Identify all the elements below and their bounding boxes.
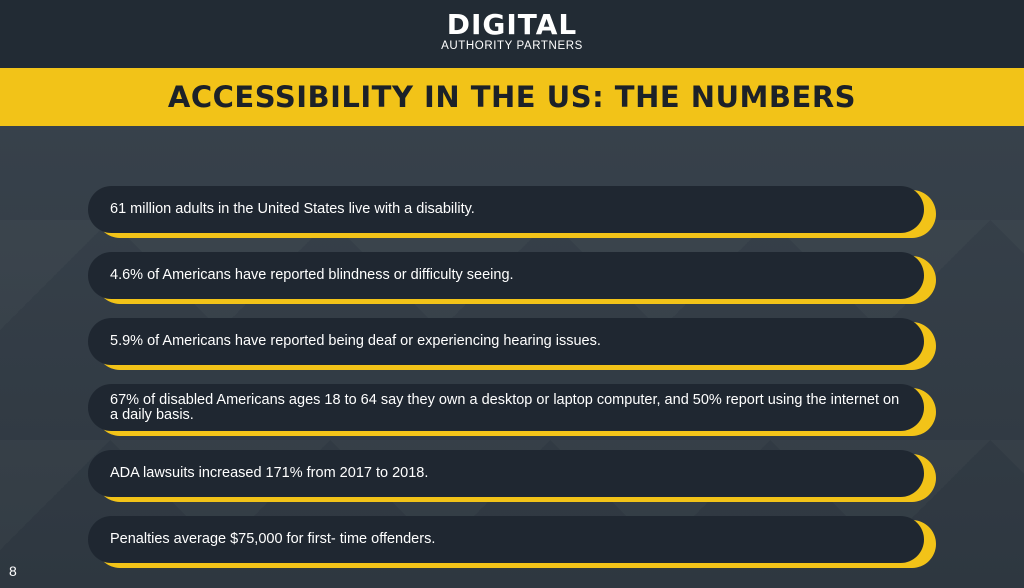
fact-text: 4.6% of Americans have reported blindnes… bbox=[110, 267, 514, 283]
fact-text: 67% of disabled Americans ages 18 to 64 … bbox=[110, 391, 900, 423]
logo-wordmark: DIGITAL bbox=[446, 8, 578, 41]
fact-card: 5.9% of Americans have reported being de… bbox=[88, 318, 936, 370]
fact-text: 5.9% of Americans have reported being de… bbox=[110, 333, 601, 349]
fact-text: Penalties average $75,000 for first- tim… bbox=[110, 531, 436, 547]
fact-card: ADA lawsuits increased 171% from 2017 to… bbox=[88, 450, 936, 502]
logo-tagline: AUTHORITY PARTNERS bbox=[441, 40, 583, 52]
fact-card: Penalties average $75,000 for first- tim… bbox=[88, 516, 936, 568]
fact-text: 61 million adults in the United States l… bbox=[110, 201, 475, 217]
fact-pill: 61 million adults in the United States l… bbox=[88, 186, 924, 233]
header-bar: DIGITAL AUTHORITY PARTNERS bbox=[0, 0, 1024, 68]
title-banner: ACCESSIBILITY IN THE US: THE NUMBERS bbox=[0, 68, 1024, 126]
fact-card: 67% of disabled Americans ages 18 to 64 … bbox=[88, 384, 936, 436]
fact-card: 4.6% of Americans have reported blindnes… bbox=[88, 252, 936, 304]
fact-pill: Penalties average $75,000 for first- tim… bbox=[88, 516, 924, 563]
page-number: 8 bbox=[9, 563, 17, 579]
brand-logo: DIGITAL AUTHORITY PARTNERS bbox=[432, 11, 592, 55]
fact-card: 61 million adults in the United States l… bbox=[88, 186, 936, 238]
fact-pill: 67% of disabled Americans ages 18 to 64 … bbox=[88, 384, 924, 431]
page-title: ACCESSIBILITY IN THE US: THE NUMBERS bbox=[167, 80, 857, 114]
fact-text: ADA lawsuits increased 171% from 2017 to… bbox=[110, 465, 429, 481]
fact-pill: 5.9% of Americans have reported being de… bbox=[88, 318, 924, 365]
fact-pill: 4.6% of Americans have reported blindnes… bbox=[88, 252, 924, 299]
fact-pill: ADA lawsuits increased 171% from 2017 to… bbox=[88, 450, 924, 497]
